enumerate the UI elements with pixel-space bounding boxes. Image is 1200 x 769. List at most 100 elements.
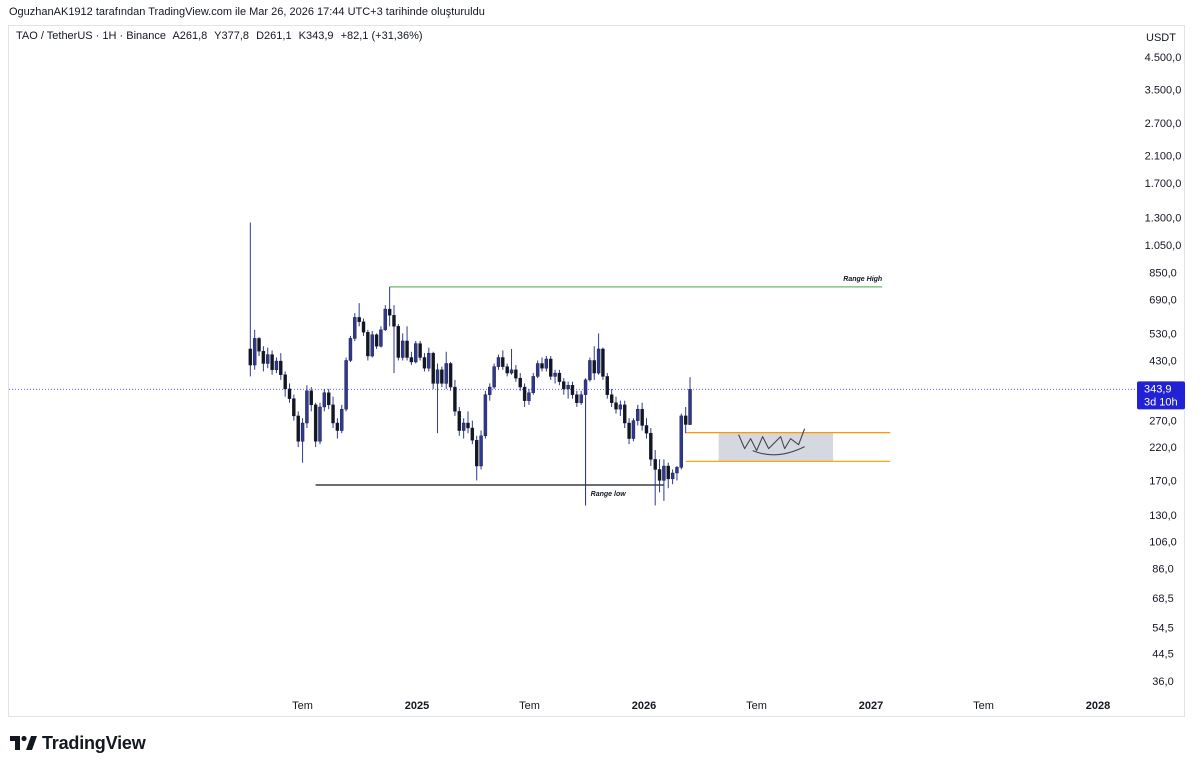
candle: [248, 222, 253, 377]
candle: [475, 435, 479, 481]
price-tick-label: 1.700,0: [1145, 178, 1182, 190]
candle: [575, 390, 579, 407]
candle-body-down: [392, 315, 396, 327]
candle-body-up: [662, 465, 666, 481]
price-axis[interactable]: USDT 4.500,0 3.500,0 2.700,0 2.100,0 1.700,0…: [1145, 32, 1182, 688]
candle: [553, 369, 557, 384]
symbol-legend: TAO / TetherUS · 1H · Binance A261,8 Y37…: [16, 30, 427, 42]
price-tick-label: 170,0: [1149, 475, 1177, 487]
candle-body-down: [326, 392, 331, 406]
candle: [605, 373, 610, 399]
candle-body-up: [631, 420, 636, 439]
chart-attribution: OguzhanAK1912 tarafından TradingView.com…: [9, 6, 485, 18]
candle-body-up: [583, 379, 588, 395]
candle: [348, 335, 353, 362]
price-tick-label: 2.100,0: [1145, 150, 1182, 162]
candle-body-down: [357, 317, 361, 322]
candle-body-down: [396, 326, 401, 358]
candles-layer: [248, 222, 692, 506]
candle-body-up: [544, 358, 549, 369]
candle: [688, 377, 692, 425]
candle-body-down: [335, 422, 340, 431]
candle-body-up: [318, 406, 322, 442]
time-axis[interactable]: Tem 2025 Tem 2026 Tem 2027 Tem 2028: [292, 700, 1110, 712]
price-tick-label: 850,0: [1149, 267, 1177, 279]
price-tick-label: 106,0: [1149, 536, 1177, 548]
candle-body-up: [588, 360, 592, 381]
candle-body-up: [688, 389, 692, 425]
candle-body-down: [270, 354, 274, 371]
candle: [300, 418, 305, 463]
price-tick-label: 1.300,0: [1145, 212, 1182, 224]
candle: [596, 333, 601, 375]
candle-body-down: [418, 343, 422, 358]
candle: [322, 388, 327, 412]
candle: [535, 360, 540, 379]
currency-label[interactable]: USDT: [1146, 32, 1176, 44]
price-tick-label: 3.500,0: [1145, 84, 1182, 96]
candle: [488, 383, 492, 401]
candle-body-down: [627, 422, 631, 439]
candle: [592, 346, 596, 380]
time-tick-label: Tem: [292, 700, 313, 712]
candle-body-up: [553, 372, 557, 377]
candle-body-up: [679, 415, 684, 468]
candle: [566, 381, 570, 399]
candle: [274, 357, 279, 374]
candle: [657, 459, 662, 493]
candle-body-down: [644, 425, 649, 434]
candle-body-down: [361, 321, 366, 333]
candle-body-up: [488, 386, 492, 395]
candle: [662, 459, 666, 501]
candle: [357, 303, 361, 327]
candle: [396, 324, 401, 361]
symbol-title[interactable]: TAO / TetherUS · 1H · Binance: [16, 30, 166, 42]
candle-body-down: [514, 369, 518, 379]
candle: [444, 351, 448, 389]
candle: [557, 369, 562, 386]
candle-body-down: [374, 334, 379, 347]
candle: [431, 351, 435, 389]
candle: [309, 387, 313, 412]
candle-body-up: [400, 340, 405, 358]
candle-body-down: [649, 432, 653, 460]
candle-body-up: [274, 360, 279, 371]
candle-body-down: [666, 465, 670, 480]
candle-body-up: [340, 408, 344, 431]
candle-body-down: [248, 348, 253, 366]
candle-body-up: [427, 352, 431, 369]
candle: [292, 394, 296, 421]
candle-body-down: [570, 385, 575, 395]
candle: [644, 418, 649, 439]
candle-body-down: [279, 360, 283, 375]
candle: [457, 406, 461, 436]
candle-body-up: [579, 394, 583, 403]
candle: [409, 351, 414, 366]
candle-body-down: [440, 369, 444, 384]
candle: [631, 418, 636, 442]
candle: [675, 466, 679, 481]
candle-body-down: [292, 398, 296, 417]
candle: [518, 373, 522, 391]
candle: [427, 347, 431, 372]
candle-body-down: [309, 390, 313, 406]
zone-rectangle: [718, 432, 834, 462]
candle: [640, 402, 644, 431]
candle-body-up: [535, 363, 540, 377]
candle-body-down: [283, 374, 287, 390]
candle-body-up: [444, 363, 448, 384]
candle: [344, 357, 348, 412]
price-tick-label: 44,5: [1152, 649, 1173, 661]
candle-body-up: [527, 392, 531, 401]
candle: [422, 353, 427, 372]
price-tick-label: 530,0: [1149, 328, 1177, 340]
price-tick-label: 68,5: [1152, 593, 1173, 605]
tradingview-logo[interactable]: TradingView: [10, 731, 146, 755]
candle: [383, 305, 387, 332]
candle: [679, 413, 684, 470]
candle-body-down: [557, 372, 562, 382]
candle: [374, 333, 379, 349]
time-tick-label: Tem: [519, 700, 540, 712]
candle: [588, 357, 592, 382]
